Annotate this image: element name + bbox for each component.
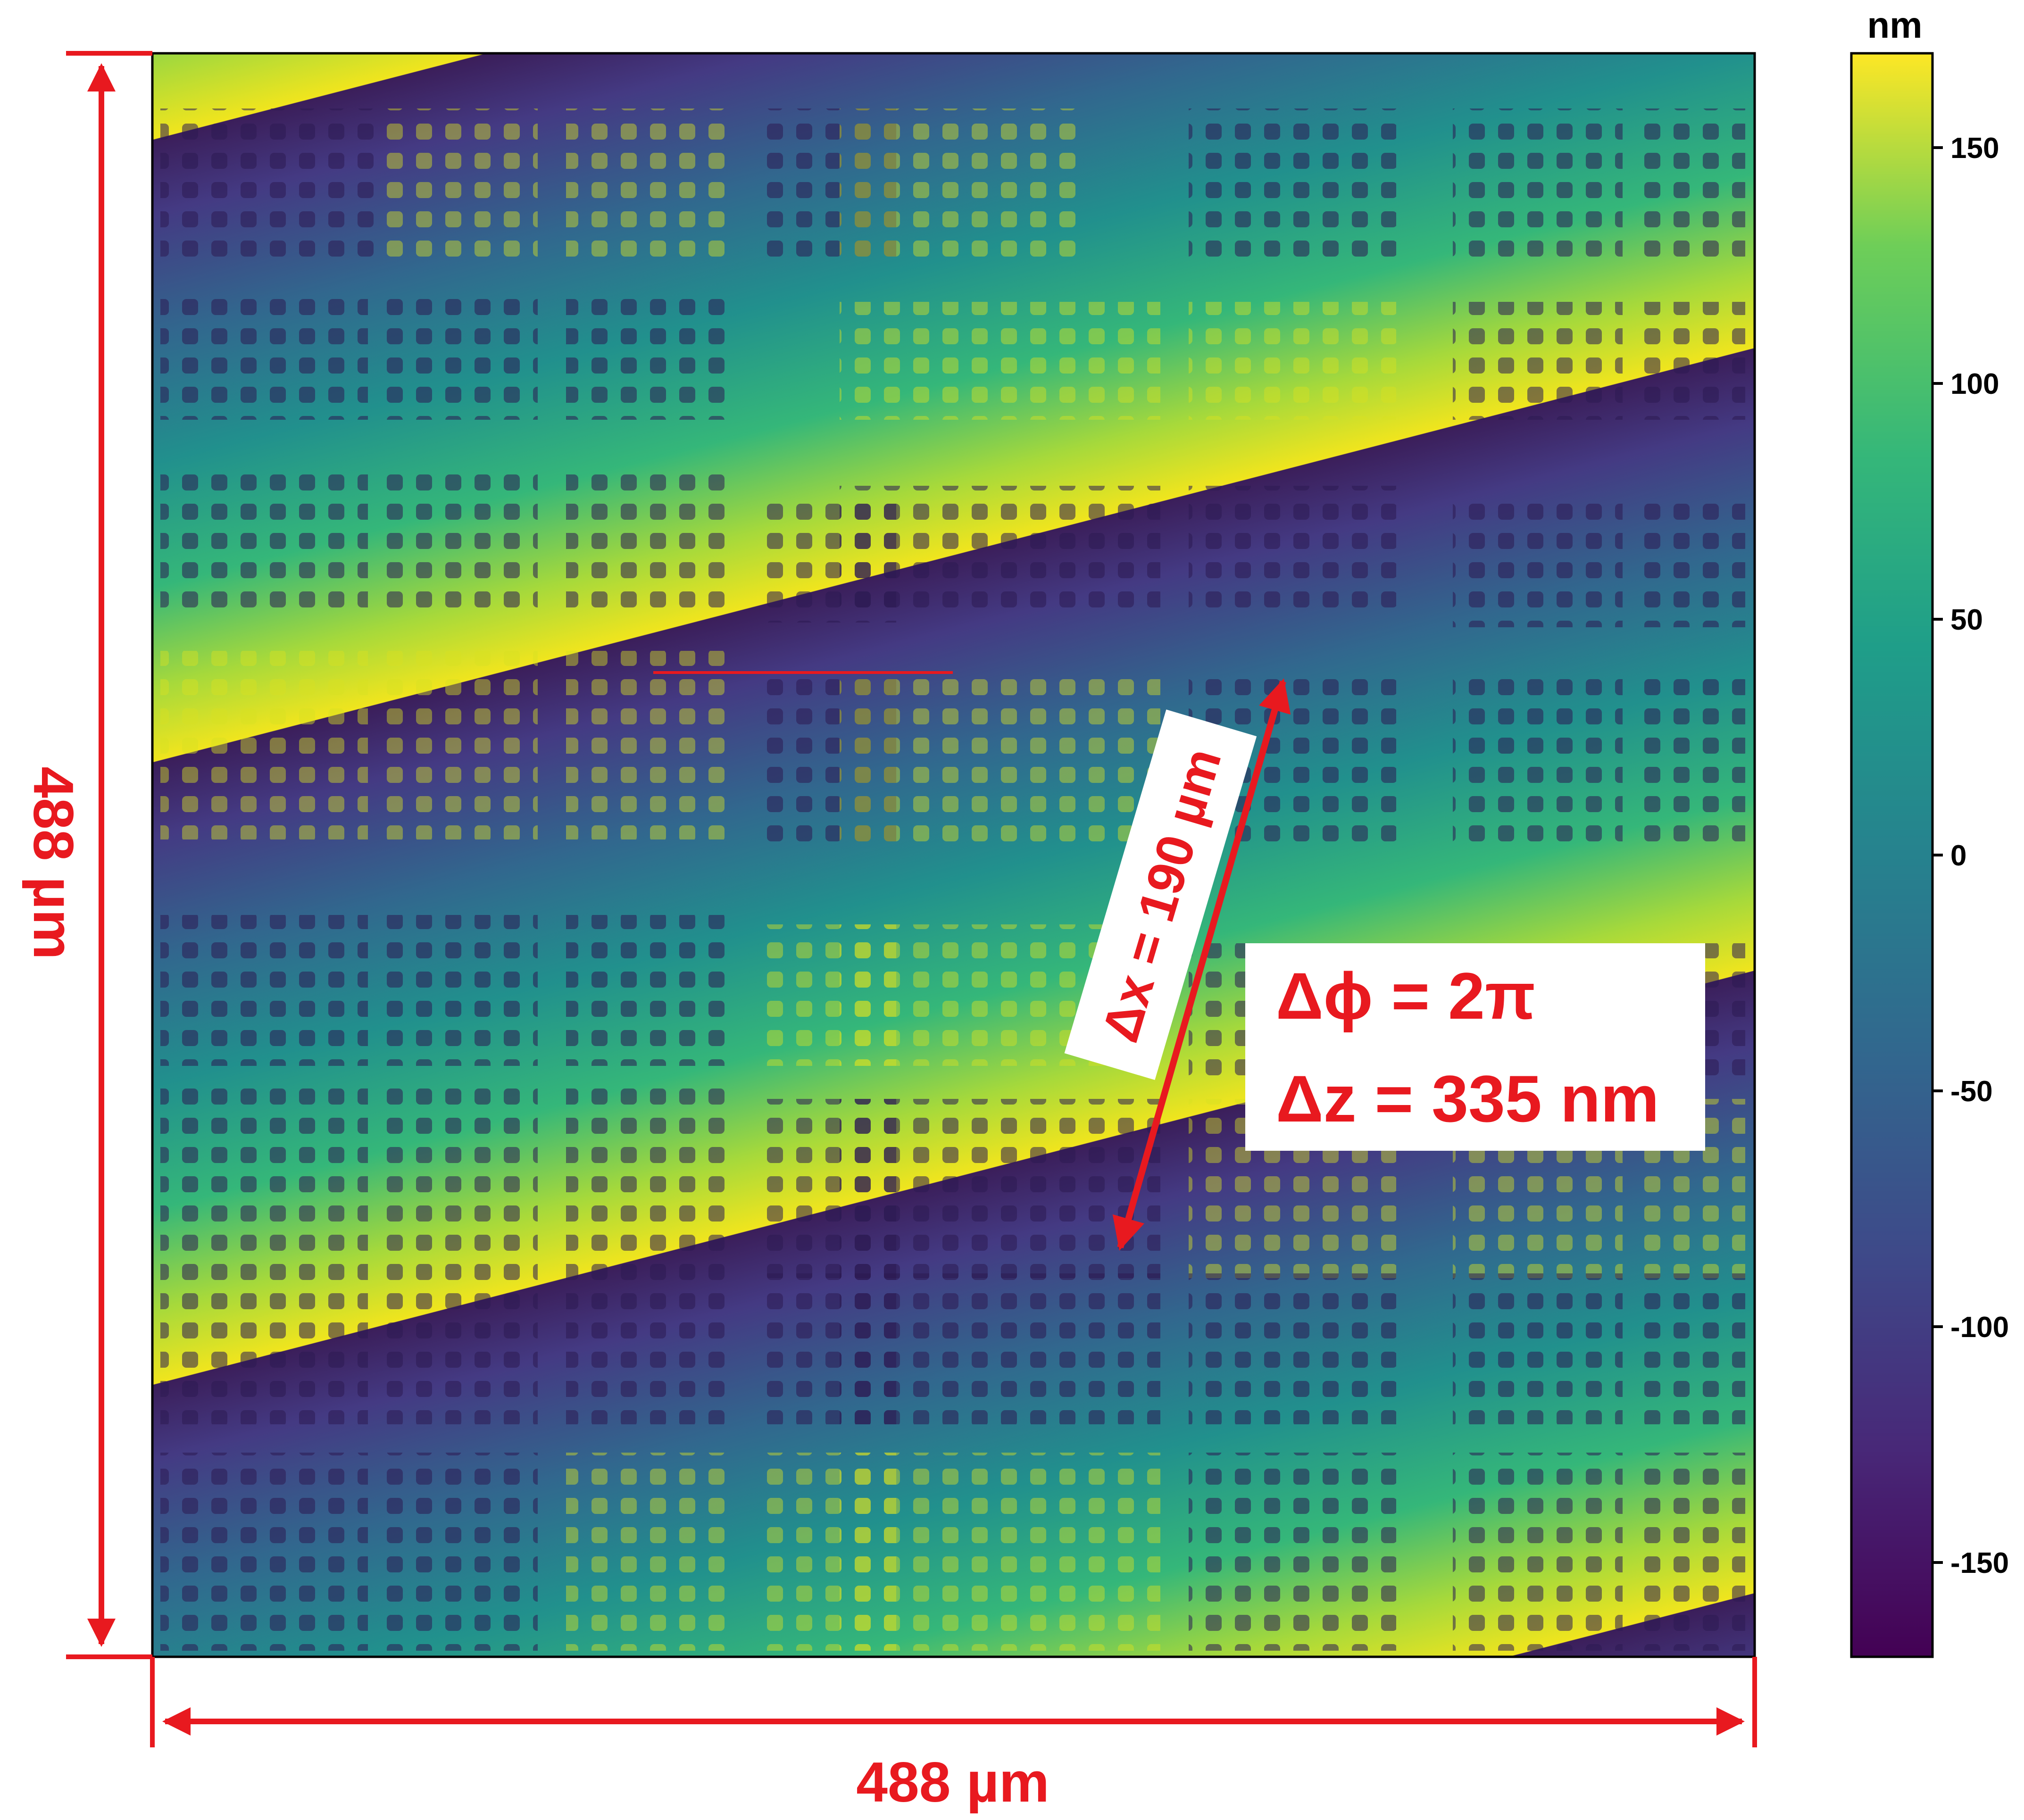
- pixel-array-blocks: [160, 108, 1745, 1651]
- horizontal-dimension: 488 µm: [150, 1657, 1757, 1814]
- height-map: [152, 53, 1755, 1657]
- colorbar-tick-label: -150: [1950, 1547, 2009, 1579]
- delta-z-label: Δz = 335 nm: [1276, 1062, 1659, 1136]
- horizontal-dimension-label: 488 µm: [856, 1751, 1049, 1814]
- colorbar-unit: nm: [1867, 4, 1923, 46]
- colorbar-tick-label: 150: [1950, 132, 1999, 165]
- colorbar-tick-label: 0: [1950, 839, 1966, 872]
- phase-box-bg: [1245, 943, 1705, 1151]
- delta-x-label-box: [1064, 709, 1257, 1080]
- image-frame: [151, 52, 1756, 1658]
- vertical-dimension: 488 µm: [22, 51, 152, 1659]
- colorbar-tick-label: -100: [1950, 1311, 2009, 1344]
- colorbar-tick-label: 100: [1950, 368, 1999, 400]
- delta-phi-label: Δϕ = 2π: [1276, 959, 1535, 1033]
- colorbar-ticks: 150 100 50 0 -50 -100 -150: [1932, 132, 2009, 1579]
- delta-x-arrow: [1112, 678, 1291, 1251]
- phase-box: Δϕ = 2π Δz = 335 nm: [1245, 943, 1705, 1151]
- colorbar-tick-label: -50: [1950, 1075, 1993, 1108]
- colorbar: nm 150 100 50 0 -50 -100 -150: [1850, 4, 2009, 1658]
- colorbar-tick-label: 50: [1950, 604, 1983, 636]
- vertical-dimension-label: 488 µm: [22, 766, 85, 959]
- colorbar-gradient: [1850, 52, 1934, 1658]
